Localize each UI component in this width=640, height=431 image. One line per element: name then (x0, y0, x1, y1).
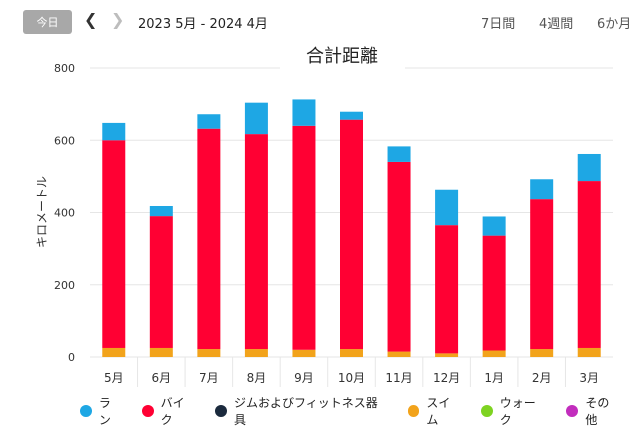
x-tick-label: 11月 (385, 371, 412, 385)
x-tick-label: 12月 (433, 371, 460, 385)
bar-segment (292, 349, 316, 357)
bar-segment (197, 349, 221, 357)
legend-item[interactable]: ウォーク (480, 394, 548, 428)
legend-dot-icon (141, 405, 154, 417)
chart-title-background (280, 40, 405, 70)
legend-item[interactable]: ジムおよびフィットネス器具 (215, 394, 388, 428)
bar-segment (435, 189, 459, 226)
x-tick-label: 8月 (247, 371, 267, 385)
y-tick-label: 800 (54, 62, 75, 75)
legend-item[interactable]: バイク (141, 394, 196, 428)
legend-label: バイク (160, 396, 185, 427)
chevron-right-icon[interactable]: ❯ (111, 10, 125, 29)
chart-legend: ラン バイク ジムおよびフィットネス器具 スイム ウォーク その他 (80, 396, 640, 427)
legend-dot-icon (566, 405, 579, 417)
legend-item[interactable]: その他 (566, 394, 621, 428)
bar-segment (244, 102, 268, 135)
range-option-7-days[interactable]: 7日間 (481, 17, 516, 32)
bars (102, 99, 601, 357)
chart-title: 合計距離 (306, 46, 378, 67)
bar-segment (102, 140, 126, 348)
bar-segment (387, 161, 411, 352)
y-tick-label: 0 (68, 351, 75, 364)
bar-segment (577, 181, 601, 348)
bar-segment (577, 153, 601, 182)
bar-segment (482, 350, 506, 357)
bar-segment (577, 347, 601, 357)
y-tick-label: 400 (54, 207, 75, 220)
bar-segment (292, 125, 316, 350)
bar-segment (387, 146, 411, 162)
bar-segment (197, 128, 221, 350)
bar-segment (482, 216, 506, 236)
x-tick-label: 5月 (104, 371, 124, 385)
legend-label: スイム (426, 396, 451, 427)
legend-label: ラン (98, 396, 111, 427)
bar-segment (197, 114, 221, 129)
bar-segment (149, 347, 173, 357)
x-axis-ticks: 5月 6月 7月 8月 9月 10月 11月 12月 1月 2月 3月 (104, 371, 599, 385)
x-tick-label: 7月 (199, 371, 219, 385)
y-tick-label: 600 (54, 134, 75, 147)
legend-dot-icon (80, 405, 92, 417)
chevron-left-icon[interactable]: ❮ (84, 10, 98, 29)
legend-dot-icon (480, 405, 493, 417)
toolbar: 今日 ❮ ❯ 2023 5月 - 2024 4月 7日間 4週間 6か月 (0, 0, 640, 44)
x-tick-label: 3月 (579, 371, 599, 385)
bar-segment (292, 99, 316, 126)
bar-segment (102, 347, 126, 357)
bar-segment (435, 225, 459, 354)
legend-label: ジムおよびフィットネス器具 (233, 396, 378, 427)
bar-segment (102, 122, 126, 141)
bar-segment (149, 216, 173, 348)
bar-segment (340, 349, 363, 357)
x-tick-label: 6月 (151, 371, 171, 385)
legend-item[interactable]: スイム (407, 394, 462, 428)
bar-segment (244, 349, 268, 357)
bar-segment (340, 111, 363, 120)
y-axis-label: キロメートル (35, 176, 49, 248)
x-tick-label: 9月 (294, 371, 314, 385)
range-option-4-weeks[interactable]: 4週間 (539, 17, 574, 32)
bar-segment (244, 134, 268, 350)
legend-label: ウォーク (499, 396, 536, 427)
y-axis-ticks: 0 200 400 600 800 (54, 62, 75, 364)
x-tick-label: 10月 (338, 371, 365, 385)
today-button[interactable]: 今日 (23, 10, 72, 34)
bar-segment (530, 179, 554, 200)
bar-segment (435, 353, 459, 357)
date-range-label: 2023 5月 - 2024 4月 (138, 17, 268, 32)
legend-label: その他 (585, 396, 610, 427)
bar-segment (149, 205, 173, 217)
bar-segment (482, 235, 506, 351)
legend-item[interactable]: ラン (80, 394, 123, 428)
bar-segment (340, 119, 363, 350)
x-tick-label: 1月 (484, 371, 504, 385)
legend-dot-icon (215, 405, 227, 417)
bar-segment (530, 349, 554, 357)
x-tick-label: 2月 (532, 371, 552, 385)
bar-segment (387, 351, 411, 357)
y-tick-label: 200 (54, 279, 75, 292)
bar-segment (530, 199, 554, 350)
range-option-6-months[interactable]: 6か月 (597, 17, 632, 32)
legend-dot-icon (407, 405, 420, 417)
total-distance-chart: 合計距離 キロメートル 0 200 400 600 800 5月 6月 7月 8月 9月 10月 1… (35, 40, 613, 387)
